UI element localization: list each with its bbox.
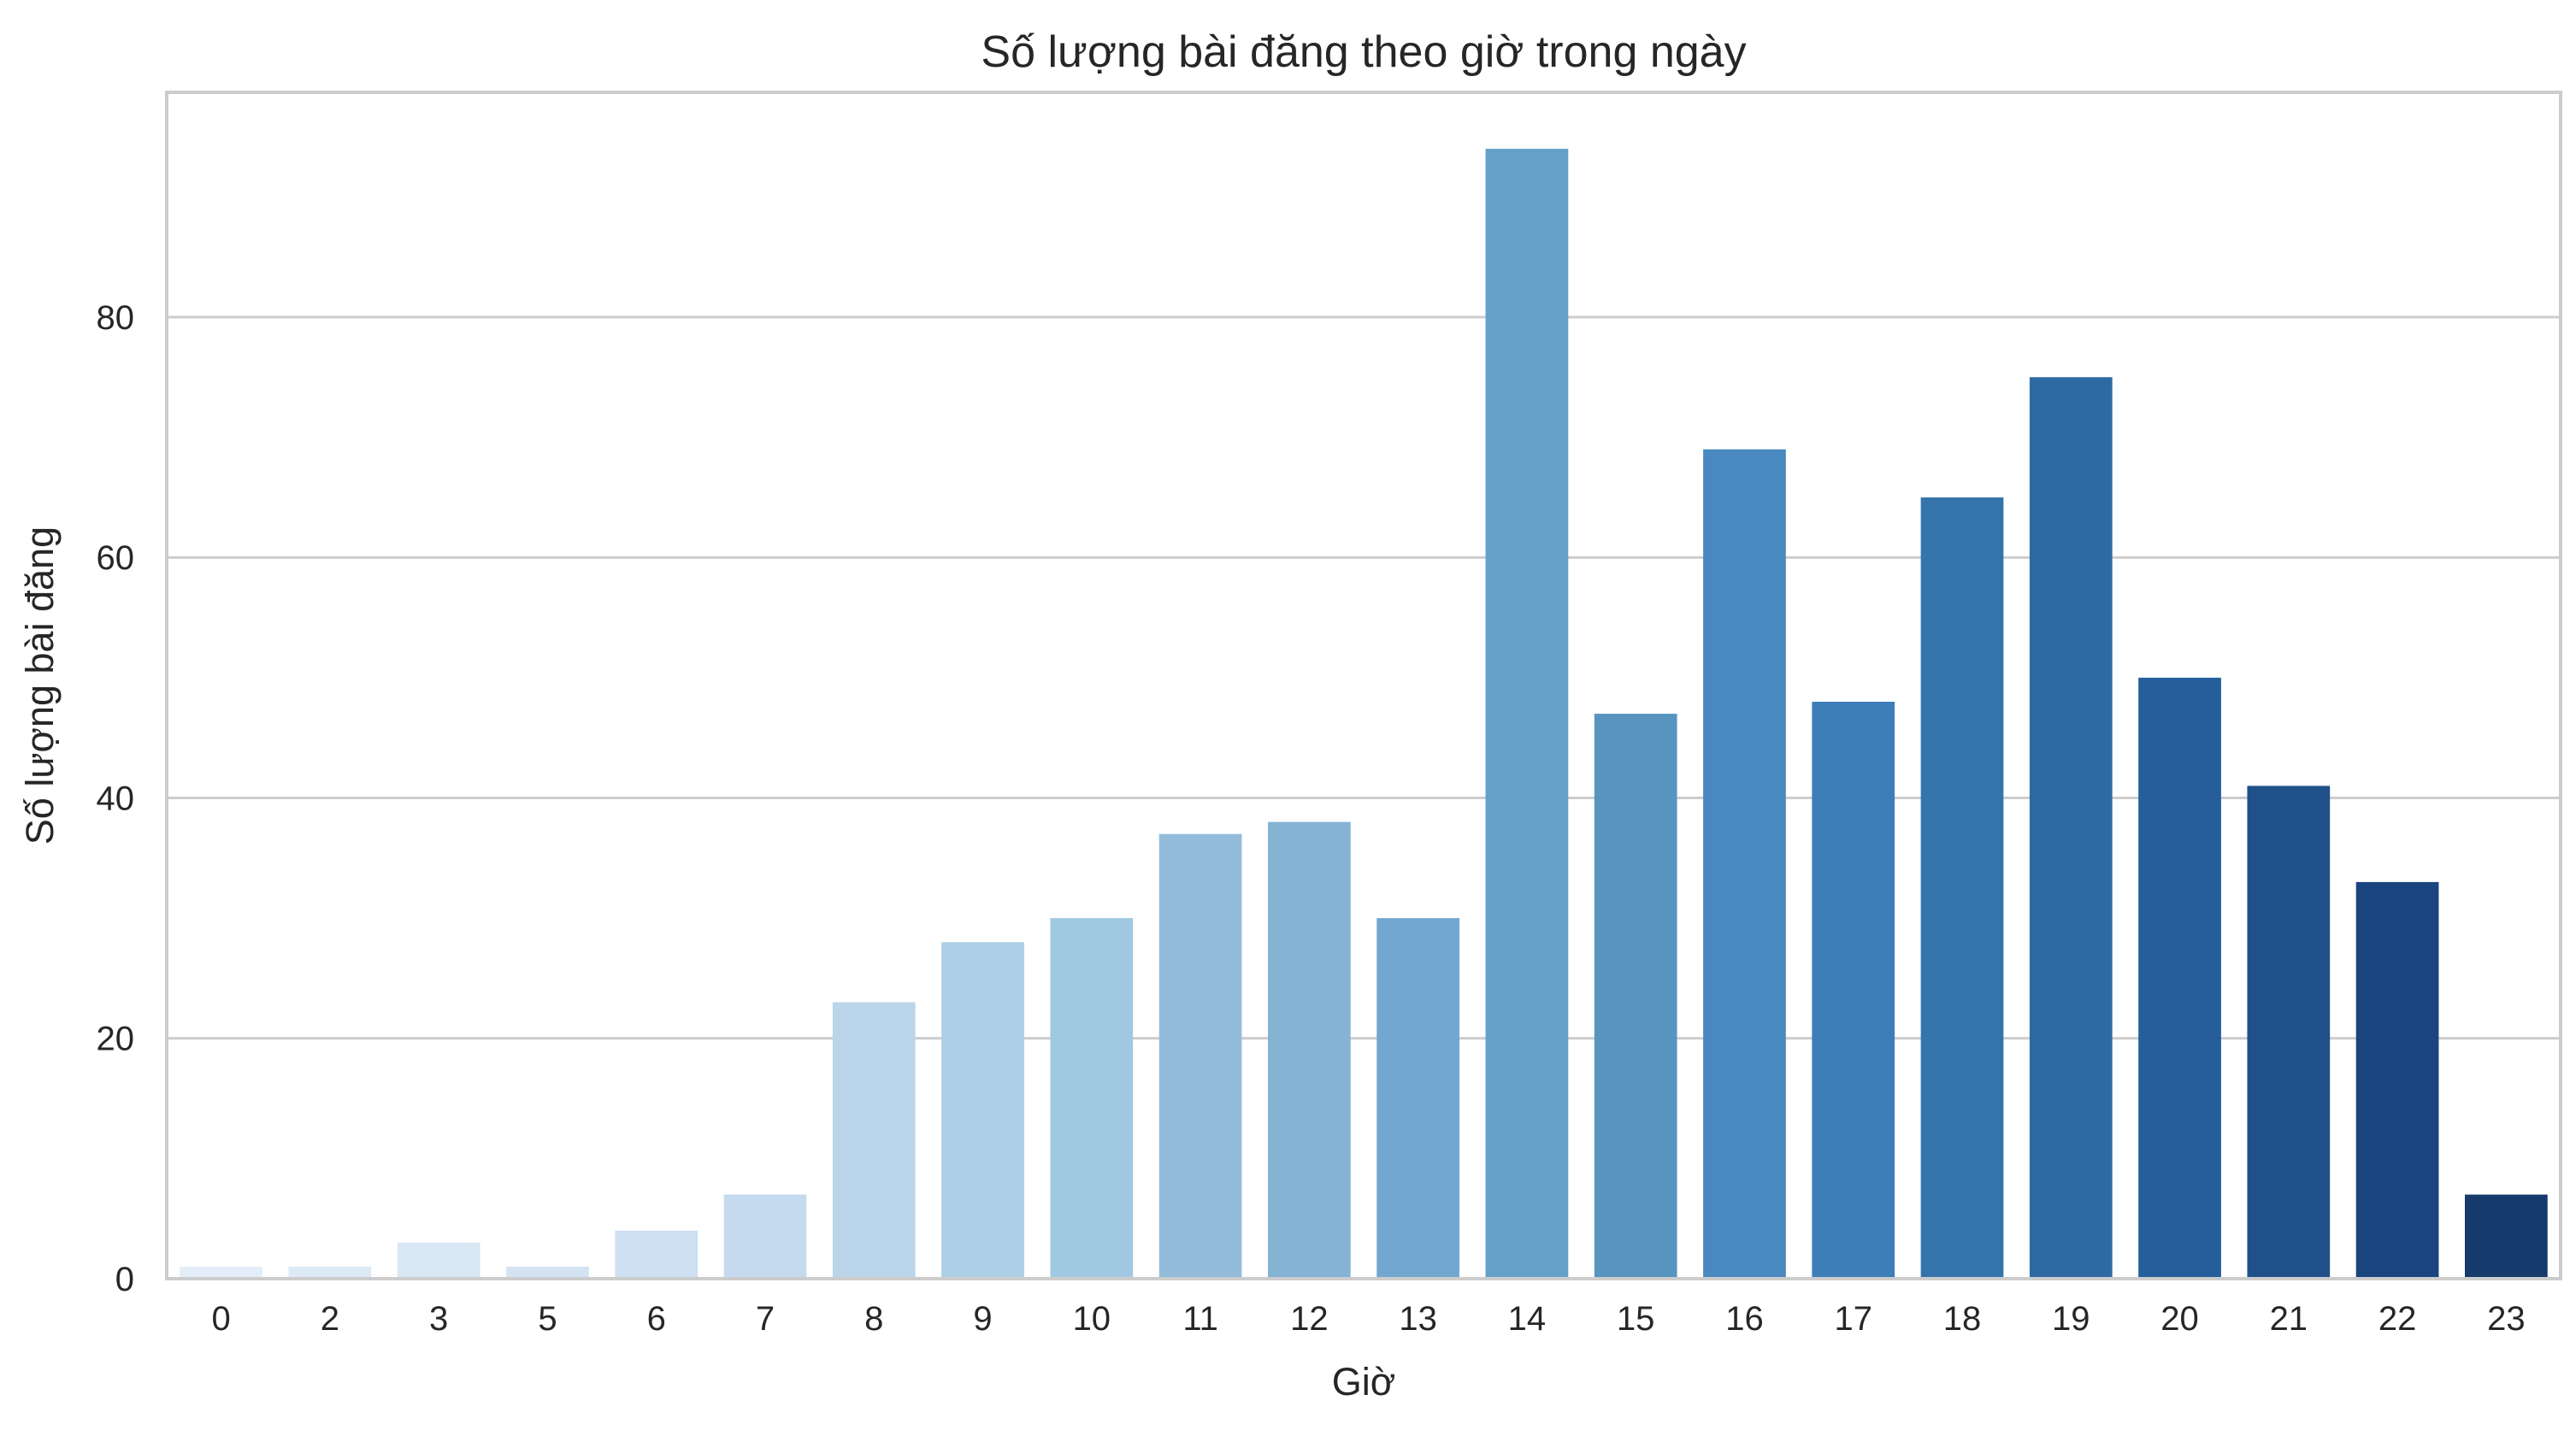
y-tick-label: 80 xyxy=(97,299,135,337)
plot-frame xyxy=(165,91,2562,1280)
bar xyxy=(2138,677,2221,1279)
bar xyxy=(2355,881,2439,1279)
bar xyxy=(615,1230,699,1279)
x-tick-label: 17 xyxy=(1834,1300,1872,1338)
x-tick-labels: 0 2 3 5 6 7 8 9 10 11 12 13 14 15 16 17 18 19 20 21 22 23 xyxy=(212,1300,2526,1338)
x-tick-label: 0 xyxy=(212,1300,231,1338)
x-tick-label: 7 xyxy=(756,1300,775,1338)
x-axis-label: Giờ xyxy=(1332,1360,1396,1404)
x-tick-label: 16 xyxy=(1725,1300,1764,1338)
y-axis-label: Số lượng bài đăng xyxy=(18,527,62,844)
bar xyxy=(1594,714,1677,1279)
bar xyxy=(832,1002,916,1279)
bar xyxy=(723,1194,807,1279)
x-tick-label: 9 xyxy=(973,1300,992,1338)
bar xyxy=(1268,821,1351,1279)
x-tick-label: 22 xyxy=(2379,1300,2417,1338)
y-tick-labels: 0 20 40 60 80 xyxy=(97,299,135,1298)
x-tick-label: 18 xyxy=(1943,1300,1982,1338)
bar xyxy=(1920,497,2004,1279)
bar xyxy=(288,1266,372,1279)
x-tick-label: 2 xyxy=(321,1300,339,1338)
x-tick-label: 3 xyxy=(429,1300,448,1338)
bar xyxy=(2465,1194,2548,1279)
bar xyxy=(2029,377,2113,1279)
y-tick-label: 0 xyxy=(115,1261,134,1298)
x-tick-label: 13 xyxy=(1399,1300,1437,1338)
bars xyxy=(180,149,2548,1280)
x-tick-label: 5 xyxy=(538,1300,557,1338)
bar xyxy=(1703,449,1786,1279)
bar xyxy=(1050,918,1134,1279)
bar xyxy=(506,1266,589,1279)
x-tick-label: 19 xyxy=(2052,1300,2090,1338)
bar xyxy=(1158,833,1242,1279)
x-tick-label: 12 xyxy=(1290,1300,1329,1338)
x-tick-label: 14 xyxy=(1508,1300,1547,1338)
y-tick-label: 60 xyxy=(97,539,135,577)
chart-title: Số lượng bài đăng theo giờ trong ngày xyxy=(981,27,1746,77)
x-tick-label: 8 xyxy=(864,1300,883,1338)
x-tick-label: 15 xyxy=(1617,1300,1655,1338)
bar xyxy=(1485,149,1569,1280)
bar xyxy=(941,942,1024,1279)
y-tick-label: 40 xyxy=(97,780,135,817)
bar xyxy=(180,1266,262,1279)
x-tick-label: 6 xyxy=(647,1300,666,1338)
x-tick-label: 21 xyxy=(2270,1300,2308,1338)
x-tick-label: 10 xyxy=(1073,1300,1111,1338)
x-tick-label: 23 xyxy=(2487,1300,2526,1338)
bar xyxy=(2247,786,2331,1279)
x-tick-label: 11 xyxy=(1182,1300,1218,1338)
x-tick-label: 20 xyxy=(2160,1300,2199,1338)
bar xyxy=(1812,701,1895,1279)
y-tick-label: 20 xyxy=(97,1021,135,1058)
bar xyxy=(397,1242,480,1279)
bar xyxy=(1376,918,1459,1279)
